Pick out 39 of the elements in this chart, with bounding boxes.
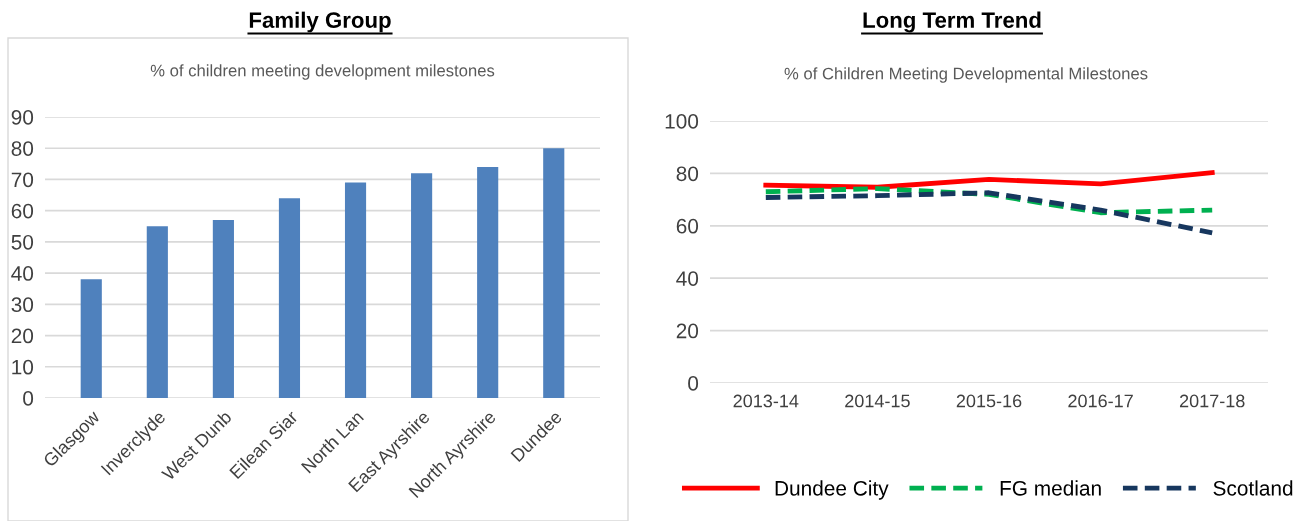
bar: [543, 148, 565, 398]
line-series: [763, 170, 1215, 190]
y-tick-label: 70: [11, 172, 34, 188]
y-tick-label: 80: [676, 166, 699, 182]
bar: [278, 198, 301, 398]
y-tick-label: 10: [12, 359, 34, 375]
legend-label: FG median: [1000, 480, 1101, 496]
line-series: [763, 186, 1215, 216]
y-tick-label: 0: [688, 376, 699, 391]
x-tick-label: 2014-15: [845, 394, 910, 408]
y-tick-label: 80: [11, 141, 34, 156]
bar: [80, 279, 102, 398]
y-tick-label: 90: [11, 110, 34, 125]
x-tick-label: 2017-18: [1179, 394, 1245, 408]
chart-subtitle: % of children meeting development milestones: [150, 64, 495, 80]
legend-label: Scotland: [1213, 480, 1293, 496]
x-tick-label: 2013-14: [733, 394, 799, 408]
y-tick-label: 20: [11, 328, 34, 344]
chart-title: Family Group: [249, 11, 391, 33]
bar: [477, 166, 499, 398]
y-tick-label: 60: [676, 218, 699, 234]
y-tick-label: 30: [11, 297, 34, 313]
y-tick-label: 40: [11, 266, 34, 281]
y-tick-label: 40: [676, 271, 699, 286]
bar: [411, 173, 433, 398]
x-tick-label: 2016-17: [1068, 394, 1133, 408]
y-tick-label: 100: [665, 114, 699, 129]
bar: [212, 220, 234, 398]
bar: [344, 182, 367, 398]
legend-label: Dundee City: [775, 480, 889, 500]
y-tick-label: 20: [676, 323, 699, 339]
y-tick-label: 60: [11, 203, 34, 219]
chart-title: Long Term Trend: [863, 11, 1041, 33]
y-tick-label: 0: [23, 391, 34, 406]
bar: [146, 226, 168, 398]
line-series: [763, 190, 1215, 236]
y-tick-label: 50: [11, 234, 34, 250]
chart-subtitle: % of Children Meeting Developmental Milestones: [784, 67, 1148, 83]
x-tick-label: 2015-16: [956, 394, 1022, 408]
